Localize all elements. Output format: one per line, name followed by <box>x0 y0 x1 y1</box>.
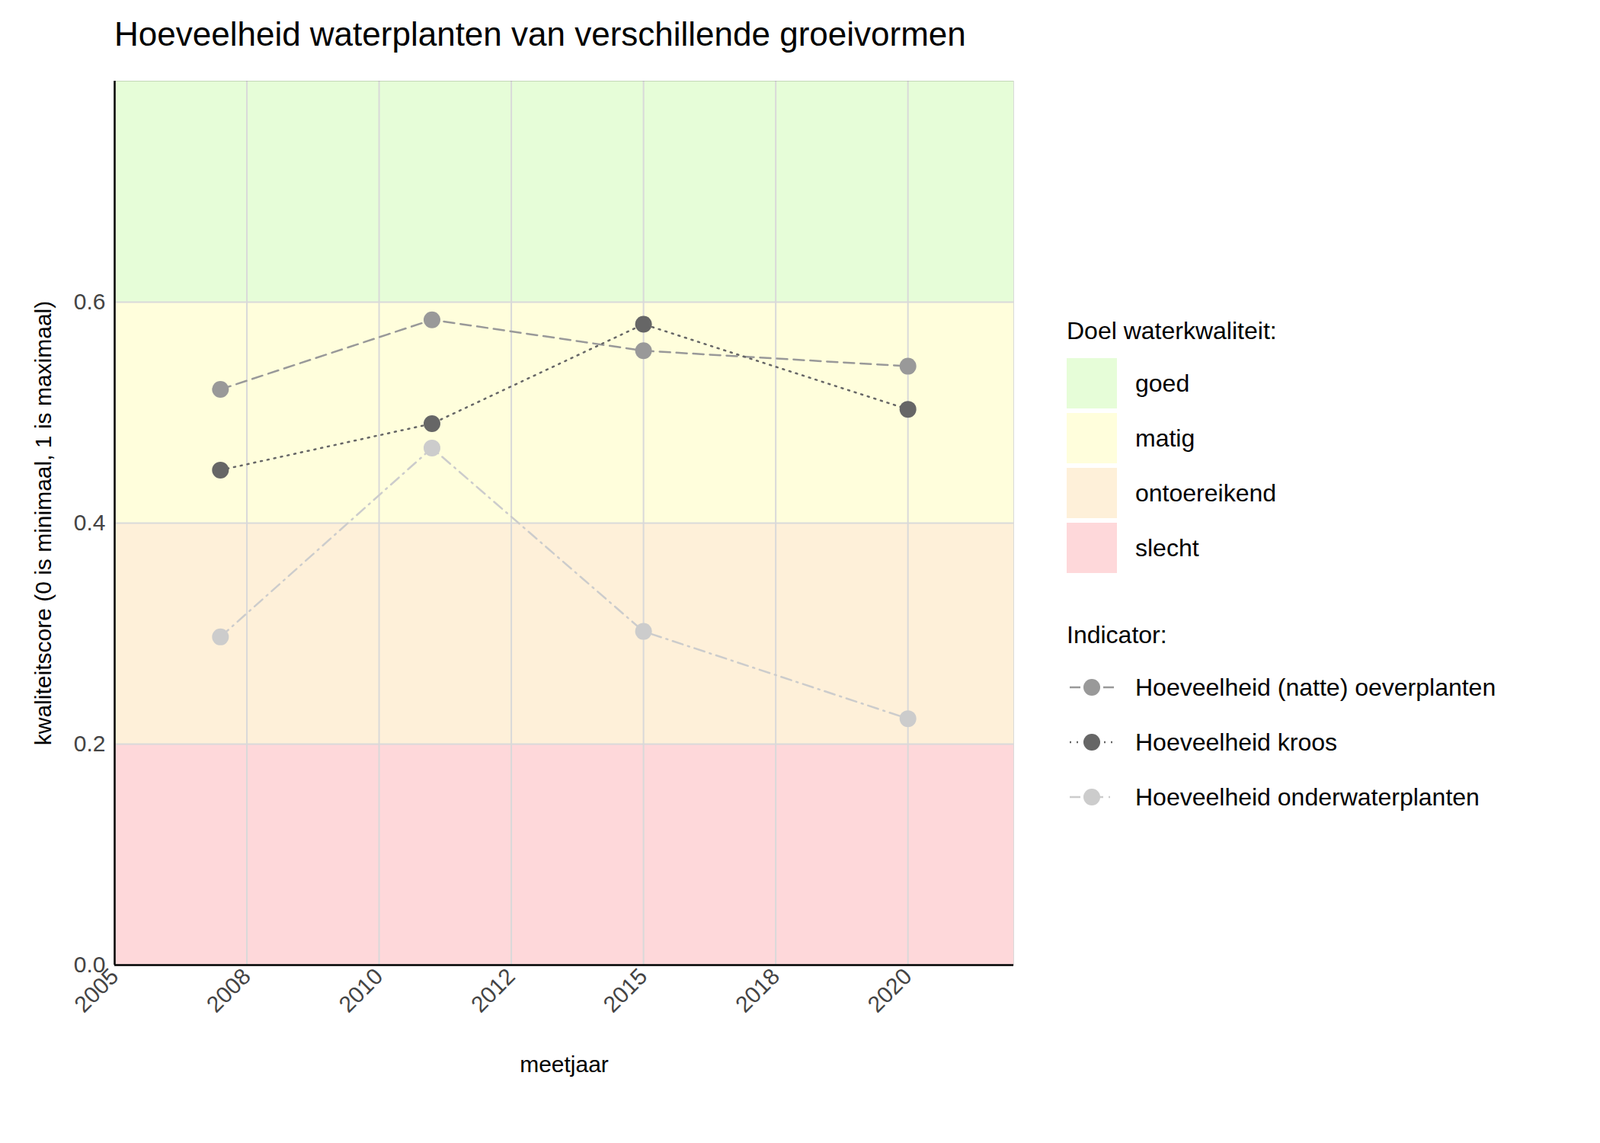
html-text:Doel waterkwaliteit:: Doel waterkwaliteit: <box>1066 316 1277 345</box>
svg-text:0.0: 0.0 <box>73 951 106 977</box>
html-text:goed: goed <box>1135 369 1190 397</box>
html-text:Hoeveelheid waterplanten van v: Hoeveelheid waterplanten van verschillen… <box>114 15 966 53</box>
svg-text:2020: 2020 <box>862 963 917 1018</box>
svg-text:2012: 2012 <box>466 963 521 1018</box>
html-text:Hoeveelheid kroos: Hoeveelheid kroos <box>1135 728 1338 756</box>
svg-text:2008: 2008 <box>201 963 256 1018</box>
svg-text:0.2: 0.2 <box>73 730 106 756</box>
svg-text:0.6: 0.6 <box>73 288 106 314</box>
svg-text:2018: 2018 <box>730 963 785 1018</box>
svg-text:2015: 2015 <box>598 963 653 1018</box>
svg-text:kwaliteitscore (0 is minimaal,: kwaliteitscore (0 is minimaal, 1 is maxi… <box>30 300 56 746</box>
html-text:ontoereikend: ontoereikend <box>1135 478 1277 507</box>
html-text:slecht: slecht <box>1135 533 1199 562</box>
html-text:Indicator:: Indicator: <box>1066 620 1167 649</box>
html-text:Hoeveelheid onderwaterplanten: Hoeveelheid onderwaterplanten <box>1135 782 1480 811</box>
svg-text:meetjaar: meetjaar <box>519 1051 609 1077</box>
html-text:matig: matig <box>1135 424 1195 452</box>
svg-text:2005: 2005 <box>69 963 124 1018</box>
svg-text:2010: 2010 <box>333 963 388 1018</box>
svg-text:0.4: 0.4 <box>73 509 106 535</box>
html-text:Hoeveelheid (natte) oeverplant: Hoeveelheid (natte) oeverplanten <box>1135 673 1496 701</box>
